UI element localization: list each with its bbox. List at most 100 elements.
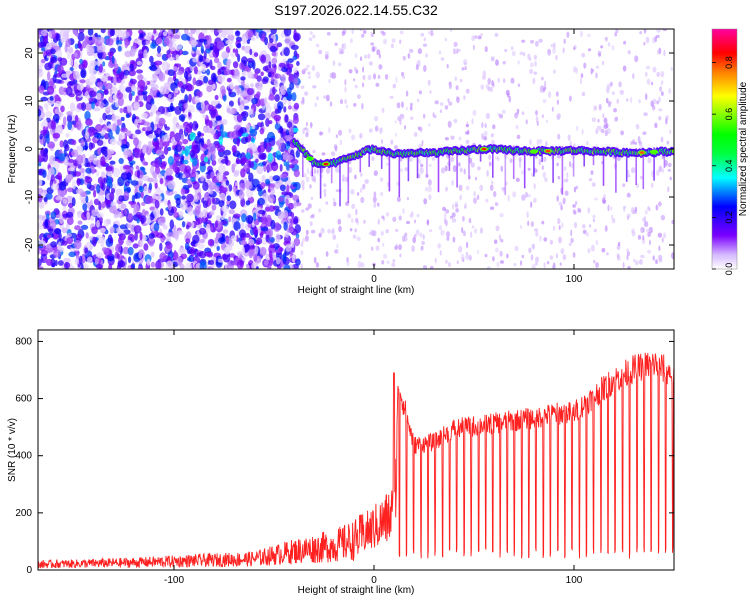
signal-smear — [615, 147, 617, 193]
signal-hotspot — [651, 150, 657, 154]
noise-blob — [283, 264, 291, 269]
y-tick-label: 0 — [26, 565, 32, 576]
noise-blob — [88, 90, 97, 98]
noise-blob — [170, 102, 174, 111]
noise-blob — [121, 65, 127, 72]
noise-blob — [574, 200, 578, 206]
noise-blob — [201, 215, 208, 224]
noise-blob — [293, 183, 298, 188]
noise-blob — [323, 193, 327, 197]
noise-blob — [463, 168, 466, 175]
noise-blob — [451, 212, 456, 218]
noise-blob — [192, 120, 199, 131]
noise-blob — [59, 215, 64, 225]
noise-blob — [206, 174, 211, 180]
noise-blob — [447, 98, 450, 103]
noise-blob — [280, 173, 288, 179]
noise-blob — [180, 248, 187, 255]
noise-blob — [356, 236, 361, 241]
noise-blob — [150, 42, 157, 49]
noise-blob — [66, 233, 72, 238]
noise-blob — [454, 76, 457, 81]
noise-blob — [229, 82, 234, 90]
signal-smear — [602, 146, 605, 186]
noise-blob — [245, 180, 253, 190]
noise-blob — [335, 189, 340, 193]
noise-blob — [116, 92, 124, 100]
noise-blob — [643, 29, 647, 34]
noise-blob — [271, 63, 277, 69]
noise-blob — [338, 129, 343, 136]
noise-blob — [364, 54, 367, 59]
noise-blob — [534, 228, 539, 232]
noise-blob — [49, 95, 54, 101]
noise-blob — [258, 188, 263, 197]
noise-blob — [225, 180, 230, 186]
noise-blob — [222, 94, 227, 102]
noise-blob — [368, 231, 372, 236]
noise-blob — [263, 260, 269, 266]
noise-blob — [228, 100, 234, 107]
noise-blob — [398, 215, 402, 221]
noise-blob — [200, 175, 205, 182]
noise-blob — [194, 135, 202, 144]
noise-blob — [671, 252, 674, 260]
noise-blob — [253, 52, 259, 57]
signal-hotspot — [531, 150, 537, 153]
noise-blob — [152, 141, 159, 147]
noise-blob — [328, 126, 331, 134]
noise-blob — [433, 114, 437, 119]
noise-blob — [527, 167, 531, 171]
noise-blob — [254, 81, 261, 89]
noise-blob — [116, 227, 121, 233]
noise-blob — [556, 114, 561, 120]
noise-blob — [42, 169, 47, 178]
noise-blob — [458, 184, 463, 191]
noise-blob — [85, 118, 93, 126]
noise-blob — [272, 175, 281, 182]
noise-blob — [626, 254, 629, 261]
noise-blob — [245, 200, 251, 206]
signal-smear — [339, 156, 341, 207]
noise-blob — [277, 211, 285, 220]
noise-blob — [497, 77, 500, 83]
noise-blob — [538, 38, 543, 43]
noise-blob — [470, 162, 475, 168]
noise-blob — [380, 30, 385, 34]
noise-blob — [87, 29, 94, 36]
noise-blob — [239, 221, 245, 231]
noise-blob — [88, 156, 95, 163]
noise-blob — [247, 88, 254, 96]
noise-blob — [339, 50, 344, 55]
noise-blob — [80, 224, 89, 230]
noise-blob — [248, 249, 256, 255]
noise-blob — [498, 234, 502, 240]
noise-blob — [591, 244, 595, 252]
noise-blob — [207, 189, 211, 194]
noise-blob — [647, 249, 652, 254]
noise-blob — [600, 45, 604, 49]
noise-blob — [107, 123, 114, 129]
signal-smear — [330, 159, 333, 184]
noise-blob — [127, 246, 134, 256]
noise-blob — [109, 226, 115, 233]
noise-blob — [160, 216, 166, 223]
noise-blob — [312, 149, 316, 154]
noise-blob — [251, 178, 260, 188]
x-tick-label: -100 — [164, 274, 184, 285]
noise-blob — [86, 47, 95, 56]
noise-blob — [396, 196, 401, 202]
noise-blob — [193, 194, 199, 203]
noise-blob — [180, 187, 186, 196]
snr-series-line — [38, 352, 674, 569]
noise-blob — [354, 84, 358, 89]
noise-blob — [419, 167, 424, 174]
noise-blob — [402, 75, 406, 80]
noise-blob — [638, 259, 643, 265]
noise-blob — [607, 42, 611, 47]
noise-blob — [109, 29, 115, 37]
noise-blob — [80, 138, 85, 148]
noise-blob — [325, 201, 329, 205]
noise-blob — [109, 138, 117, 146]
noise-blob — [116, 139, 122, 146]
